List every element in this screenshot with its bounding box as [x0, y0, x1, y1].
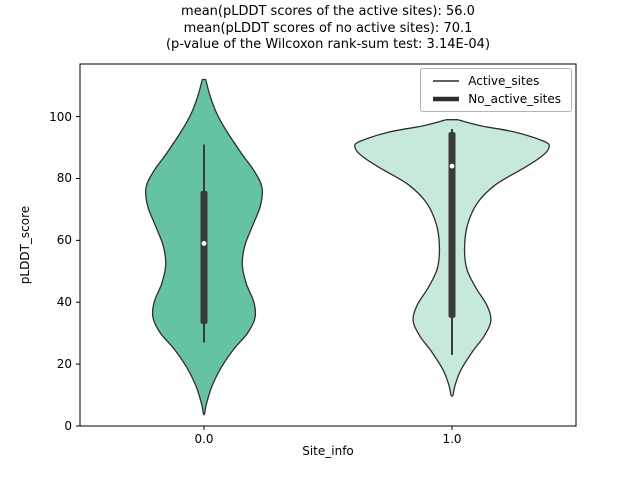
- legend-label-no-active-sites: No_active_sites: [468, 92, 561, 106]
- title-line-2: mean(pLDDT scores of no active sites): 7…: [183, 20, 473, 36]
- median-dot-no_active_sites: [449, 163, 455, 169]
- legend: Active_sites No_active_sites: [420, 68, 572, 112]
- title-line-3: (p-value of the Wilcoxon rank-sum test: …: [165, 37, 491, 52]
- chart-title: mean(pLDDT scores of the active sites): …: [80, 4, 576, 54]
- thick-line-icon: [433, 96, 460, 102]
- x-axis-label: Site_info: [302, 444, 354, 458]
- y-tick-label: 20: [56, 357, 72, 372]
- x-tick-label: 1.0: [442, 432, 462, 446]
- thin-line-icon: [433, 80, 460, 82]
- y-axis-label: pLDDT_score: [18, 205, 32, 285]
- y-tick-label: 40: [56, 295, 72, 310]
- legend-label-active-sites: Active_sites: [468, 74, 540, 88]
- y-tick-label: 60: [56, 233, 72, 248]
- y-tick-label: 0: [64, 419, 72, 433]
- axes-frame: [79, 63, 577, 427]
- y-tick-label: 100: [49, 109, 72, 124]
- x-tick-label: 0.0: [194, 432, 214, 446]
- title-line-1: mean(pLDDT scores of the active sites): …: [181, 4, 475, 19]
- y-tick-label: 80: [56, 171, 72, 186]
- inner-box-no_active_sites: [448, 132, 456, 318]
- legend-entry-active-sites: Active_sites: [431, 74, 561, 88]
- inner-box-active_sites: [200, 190, 208, 324]
- legend-entry-no-active-sites: No_active_sites: [431, 92, 561, 106]
- median-dot-active_sites: [201, 241, 207, 246]
